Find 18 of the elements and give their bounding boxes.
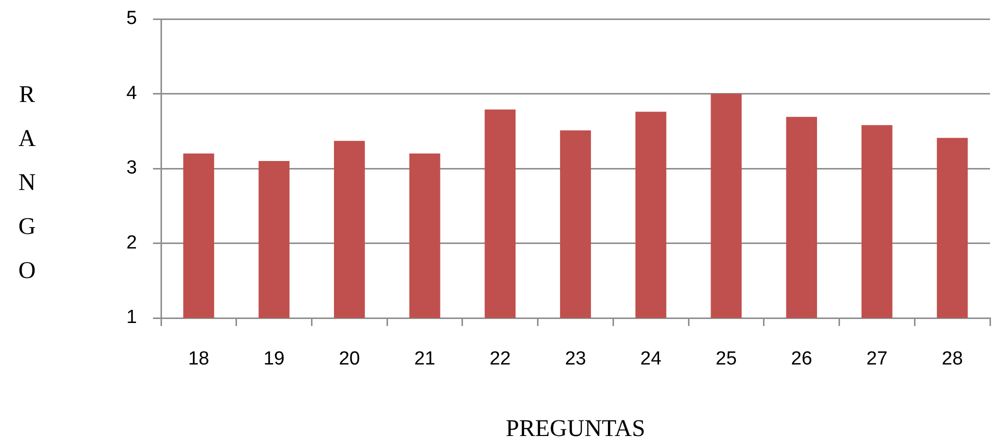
x-axis-title: PREGUNTAS [506,416,646,442]
x-tick-label: 28 [942,348,963,370]
y-tick-label: 5 [126,8,137,30]
x-tick-label: 24 [640,348,662,370]
y-tick-label: 2 [126,232,137,254]
y-tick-label: 4 [126,82,138,104]
y-tick-label: 3 [126,158,137,179]
y-axis-title: RANGO [14,82,40,302]
x-tick-label: 26 [791,348,812,370]
x-tick-label: 21 [414,348,436,370]
x-tick-label: 23 [564,348,586,370]
x-tick-label: 19 [263,348,285,370]
x-tick-label: 22 [490,348,511,370]
y-tick-label: 1 [126,307,137,328]
x-tick-label: 18 [188,348,210,370]
x-tick-label: 20 [338,348,360,370]
x-tick-label: 25 [716,348,737,370]
x-tick-label: 27 [866,348,888,370]
